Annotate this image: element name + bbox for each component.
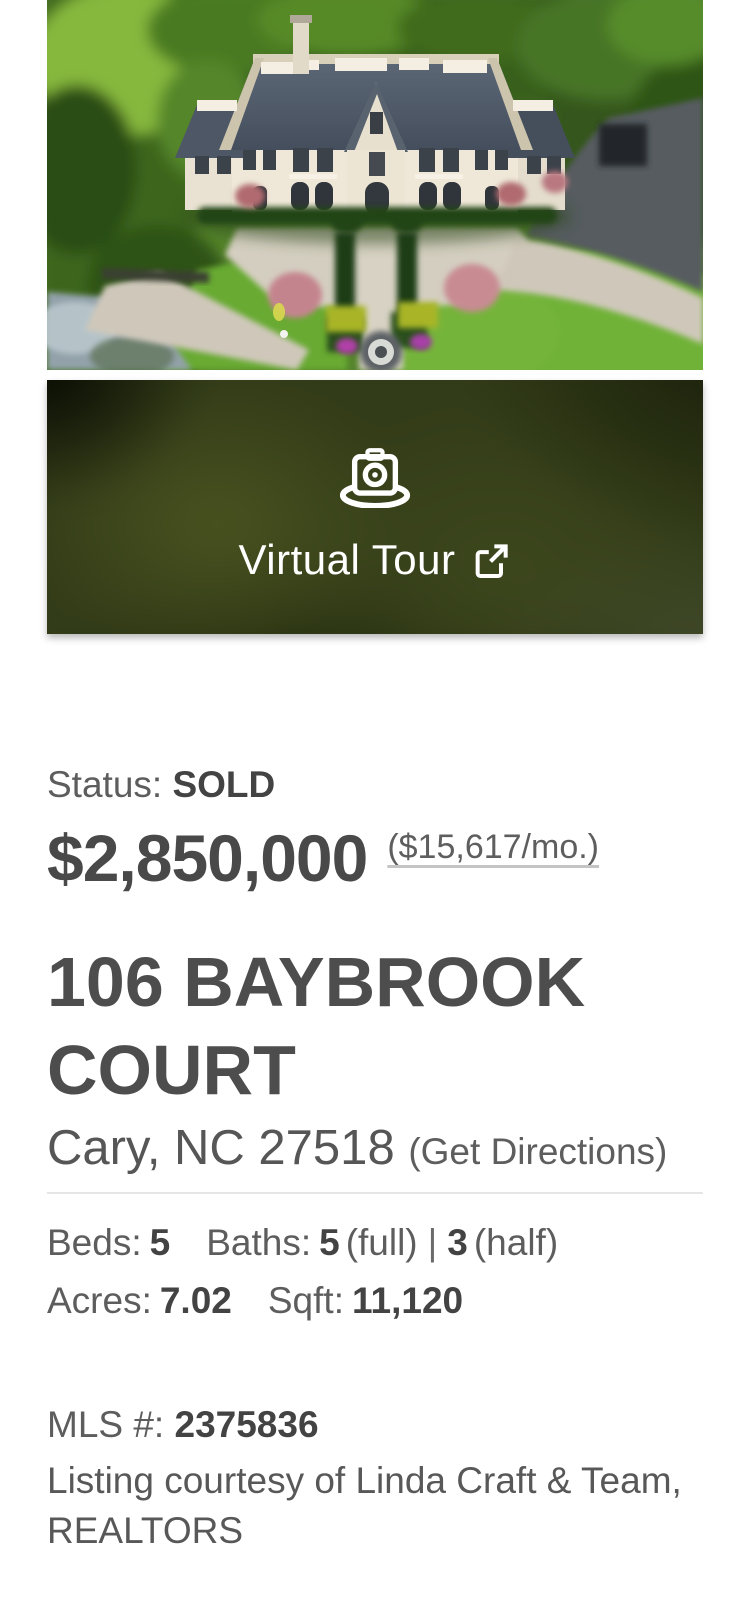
property-photo[interactable] — [47, 0, 703, 370]
beds-label: Beds: — [47, 1222, 142, 1263]
baths-label: Baths: — [206, 1222, 312, 1263]
sqft-label: Sqft: — [267, 1280, 344, 1321]
aerial-photo-illustration — [47, 0, 703, 370]
external-link-icon — [476, 543, 509, 578]
baths-half-suffix: (half) — [473, 1222, 559, 1263]
acres-label: Acres: — [47, 1280, 152, 1321]
mls-label: MLS #: — [47, 1404, 165, 1445]
beds-baths-row: Beds: 5 Baths: 5 (full) | 3 (half) — [47, 1220, 703, 1266]
baths-half-value: 3 — [447, 1222, 468, 1263]
virtual-tour-360-camera-icon — [339, 447, 411, 509]
price: $2,850,000 — [47, 821, 368, 895]
sqft-value: 11,120 — [351, 1280, 464, 1321]
virtual-tour-banner[interactable]: Virtual Tour — [47, 380, 703, 634]
mls-row: MLS #: 2375836 — [47, 1402, 703, 1448]
city-state-zip: Cary, NC 27518 — [47, 1121, 395, 1175]
divider — [47, 1192, 703, 1194]
get-directions-link[interactable]: (Get Directions) — [408, 1131, 668, 1172]
property-address: 106 BAYBROOK COURT — [47, 943, 586, 1109]
baths-full-value: 5 — [319, 1222, 340, 1263]
monthly-payment-link[interactable]: ($15,617/mo.) — [387, 828, 599, 866]
acres-value: 7.02 — [159, 1280, 232, 1321]
mls-number: 2375836 — [174, 1404, 319, 1445]
status-label: Status: — [47, 764, 163, 805]
listing-courtesy: Listing courtesy of Linda Craft & Team, … — [47, 1460, 682, 1551]
baths-separator: | — [427, 1222, 438, 1263]
acres-sqft-row: Acres: 7.02 Sqft: 11,120 — [47, 1278, 703, 1324]
price-row: $2,850,000 ($15,617/mo.) — [47, 822, 703, 894]
status-row: Status: SOLD — [47, 762, 703, 808]
beds-value: 5 — [149, 1222, 171, 1263]
virtual-tour-label: Virtual Tour — [238, 535, 456, 583]
status-value: SOLD — [172, 764, 276, 805]
city-row: Cary, NC 27518 (Get Directions) — [47, 1120, 703, 1180]
baths-full-suffix: (full) — [345, 1222, 418, 1263]
